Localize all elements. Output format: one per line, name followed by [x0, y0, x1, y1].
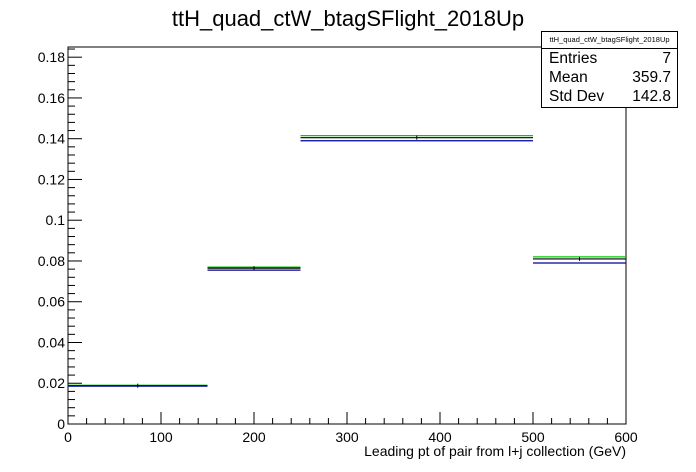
y-tick-label: 0.12: [38, 171, 65, 187]
x-tick-label: 0: [64, 429, 72, 445]
y-tick-label: 0: [57, 416, 65, 432]
y-tick-label: 0.06: [38, 294, 65, 310]
y-tick-label: 0.04: [38, 334, 65, 350]
stats-title: ttH_quad_ctW_btagSFlight_2018Up: [542, 32, 677, 49]
stats-label: Std Dev: [549, 88, 605, 105]
y-tick-label: 0.18: [38, 49, 65, 65]
series-2: [68, 140, 626, 387]
y-tick-label: 0.1: [46, 212, 66, 228]
stats-box: ttH_quad_ctW_btagSFlight_2018Up Entries …: [541, 31, 678, 108]
stats-label: Mean: [549, 69, 588, 86]
series-0: [68, 135, 626, 386]
stats-value: 142.8: [632, 88, 671, 105]
stats-row-stddev: Std Dev 142.8: [542, 87, 677, 106]
x-tick-label: 300: [335, 429, 359, 445]
stats-row-mean: Mean 359.7: [542, 68, 677, 87]
y-axis: 0 0.02 0.04 0.06 0.08 0.1 0.12 0.14 0.16 0.18: [38, 48, 82, 432]
series-1: [68, 137, 626, 387]
y-tick-label: 0.02: [38, 375, 65, 391]
x-tick-label: 400: [428, 429, 452, 445]
x-tick-label: 200: [242, 429, 266, 445]
x-axis: 0 100 200 300 400 500 600: [64, 412, 638, 445]
stats-row-entries: Entries 7: [542, 49, 677, 68]
chart-title: ttH_quad_ctW_btagSFlight_2018Up: [172, 6, 524, 31]
x-tick-label: 500: [521, 429, 545, 445]
x-tick-label: 600: [614, 429, 638, 445]
y-tick-label: 0.16: [38, 90, 65, 106]
series-layer: [68, 135, 626, 388]
x-tick-label: 100: [149, 429, 173, 445]
stats-value: 359.7: [632, 69, 671, 86]
stats-value: 7: [662, 50, 671, 67]
y-tick-label: 0.08: [38, 253, 65, 269]
stats-label: Entries: [549, 50, 598, 67]
y-tick-label: 0.14: [38, 131, 65, 147]
x-axis-label: Leading pt of pair from l+j collection (…: [364, 443, 626, 459]
